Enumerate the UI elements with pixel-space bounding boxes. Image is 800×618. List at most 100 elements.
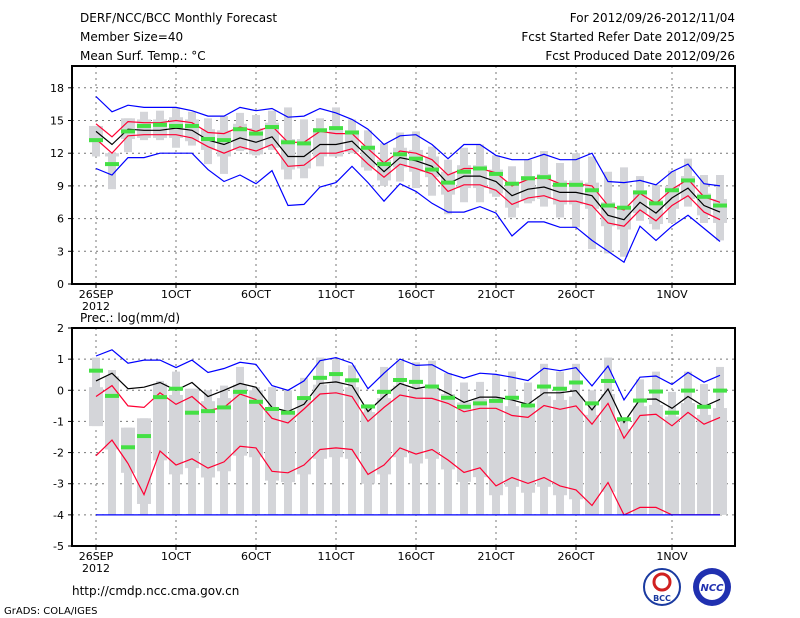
forecast-marker <box>441 395 455 400</box>
y-tick-label: 15 <box>50 115 64 128</box>
forecast-marker <box>361 404 375 409</box>
forecast-marker <box>377 389 391 394</box>
interquartile-box <box>393 385 407 458</box>
forecast-marker <box>601 378 615 383</box>
plot-frame <box>71 65 736 285</box>
interquartile-box <box>153 383 167 461</box>
interquartile-box <box>665 416 679 515</box>
interquartile-box <box>297 139 311 169</box>
year-label: 2012 <box>82 562 110 575</box>
min-line <box>95 152 721 264</box>
forecast-marker <box>601 203 615 208</box>
forecast-marker <box>697 194 711 199</box>
forecast-marker <box>457 404 471 409</box>
forecast-marker <box>665 188 679 193</box>
source-url[interactable]: http://cmdp.ncc.cma.gov.cn <box>72 584 239 598</box>
forecast-marker <box>185 410 199 415</box>
forecast-marker <box>617 205 631 210</box>
forecast-marker <box>649 201 663 206</box>
ncc-logo-text: NCC <box>700 583 724 594</box>
forecast-marker <box>505 181 519 186</box>
forecast-marker <box>345 130 359 135</box>
interquartile-box <box>713 408 727 515</box>
chart-title: DERF/NCC/BCC Monthly Forecast <box>80 11 277 25</box>
forecast-marker <box>329 126 343 131</box>
forecast-marker <box>585 401 599 406</box>
forecast-marker <box>649 389 663 394</box>
forecast-marker <box>489 171 503 176</box>
forecast-marker <box>409 156 423 161</box>
x-tick-label: 6OCT <box>241 550 271 563</box>
forecast-marker <box>553 182 567 187</box>
forecast-marker <box>473 401 487 406</box>
forecast-marker <box>633 398 647 403</box>
interquartile-box <box>313 384 327 459</box>
interquartile-box <box>105 376 119 450</box>
interquartile-box <box>489 399 503 496</box>
interquartile-box <box>105 153 119 157</box>
x-tick-label: 1OCT <box>161 288 191 301</box>
y-tick-label: -3 <box>53 478 64 491</box>
interquartile-box <box>457 402 471 482</box>
interquartile-box <box>377 398 391 475</box>
precip-title: Prec.: log(mm/d) <box>80 311 180 325</box>
y-tick-label: 0 <box>57 384 64 397</box>
forecast-marker <box>425 384 439 389</box>
x-tick-label: 1NOV <box>656 288 688 301</box>
interquartile-box <box>329 383 343 458</box>
upper-line <box>95 384 721 440</box>
max-line <box>95 349 721 402</box>
upper-line <box>95 119 721 211</box>
interquartile-box <box>409 388 423 464</box>
x-tick-label: 21OCT <box>477 550 514 563</box>
forecast-marker <box>137 123 151 128</box>
forecast-marker <box>665 410 679 415</box>
forecast-marker <box>425 167 439 172</box>
forecast-marker <box>121 445 135 450</box>
y-tick-label: 18 <box>50 82 64 95</box>
ncc-logo: NCC <box>693 568 731 606</box>
forecast-marker <box>233 127 247 132</box>
x-tick-label: 1OCT <box>161 550 191 563</box>
temperature-panel: 0 3 6 9 12 15 18 26SEP 1OCT 6OCT 11OCT 16OCT 21OCT 26… <box>50 65 736 313</box>
forecast-start-date: Fcst Started Refer Date 2012/09/25 <box>521 30 735 44</box>
x-tick-label: 26SEP <box>79 550 114 563</box>
interquartile-box <box>521 408 535 493</box>
forecast-marker <box>153 122 167 127</box>
forecast-marker <box>617 417 631 422</box>
forecast-marker <box>185 123 199 128</box>
forecast-marker <box>361 145 375 150</box>
mean-line <box>95 372 721 424</box>
forecast-marker <box>521 403 535 408</box>
forecast-marker <box>105 162 119 167</box>
interquartile-box <box>441 394 455 470</box>
interquartile-box <box>169 394 183 475</box>
y-tick-label: -2 <box>53 447 64 460</box>
interquartile-box <box>537 396 551 487</box>
interquartile-box <box>601 202 615 227</box>
x-tick-label: 16OCT <box>397 550 434 563</box>
x-tick-label: 11OCT <box>317 288 354 301</box>
bcc-logo: BCC <box>643 568 681 606</box>
y-tick-label: -1 <box>53 415 64 428</box>
forecast-marker <box>105 393 119 398</box>
forecast-marker <box>169 386 183 391</box>
forecast-marker <box>313 375 327 380</box>
x-tick-label: 26SEP <box>79 288 114 301</box>
interquartile-box <box>137 418 151 504</box>
interquartile-box <box>361 412 375 484</box>
forecast-marker <box>681 388 695 393</box>
interquartile-box <box>313 128 327 157</box>
forecast-marker <box>409 379 423 384</box>
forecast-marker <box>281 140 295 145</box>
forecast-marker <box>537 384 551 389</box>
forecast-marker <box>569 380 583 385</box>
interquartile-box <box>281 413 295 483</box>
interquartile-box <box>345 387 359 459</box>
forecast-marker <box>233 389 247 394</box>
y-tick-label: 2 <box>57 322 64 335</box>
forecast-marker <box>377 162 391 167</box>
interquartile-box <box>617 206 631 230</box>
range-box <box>108 153 116 190</box>
